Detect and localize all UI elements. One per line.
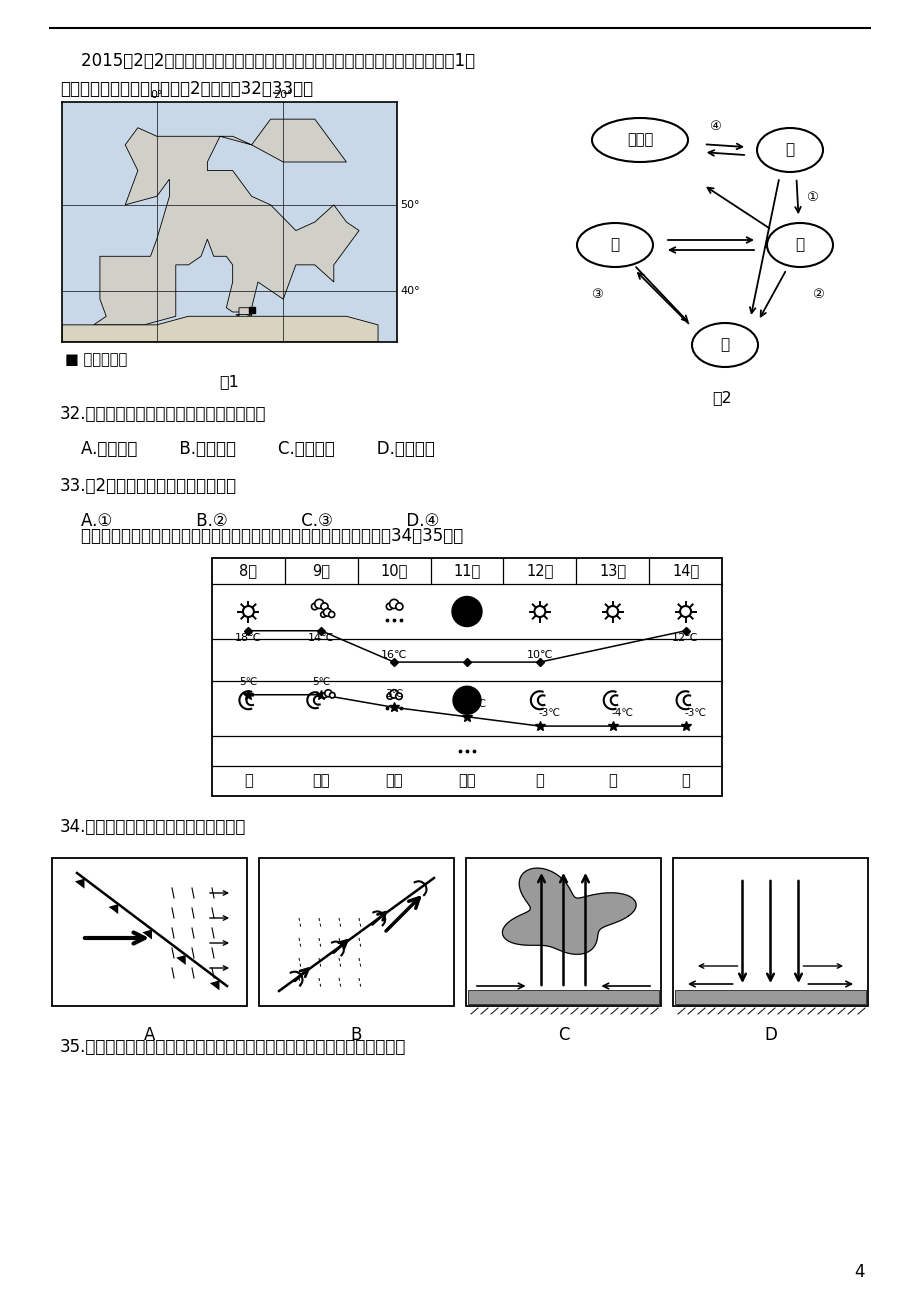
Polygon shape xyxy=(142,930,152,940)
Text: ■ 埃特纳火山: ■ 埃特纳火山 xyxy=(65,352,127,367)
Circle shape xyxy=(314,599,323,608)
Polygon shape xyxy=(235,308,255,316)
Text: 丙: 丙 xyxy=(720,338,729,352)
Polygon shape xyxy=(176,956,186,965)
Circle shape xyxy=(387,693,392,699)
Text: B: B xyxy=(350,1026,362,1044)
Bar xyxy=(259,858,453,1006)
Text: 35.下图是大气受热过程示意图，该地１１日昼夜温差最小，主要是因为当日: 35.下图是大气受热过程示意图，该地１１日昼夜温差最小，主要是因为当日 xyxy=(60,1037,406,1056)
Text: A.东北方向        B.西南方向        C.东南方向        D.西北方向: A.东北方向 B.西南方向 C.东南方向 D.西北方向 xyxy=(60,439,435,458)
Text: -4℃: -4℃ xyxy=(611,708,633,718)
Text: 50°: 50° xyxy=(400,200,419,209)
Bar xyxy=(211,558,721,796)
Text: 10日: 10日 xyxy=(380,563,407,578)
Text: 和岐石圈物质循环示意图（图2），完成32～33题。: 和岐石圈物质循环示意图（图2），完成32～33题。 xyxy=(60,81,312,98)
Text: 12日: 12日 xyxy=(526,563,553,578)
Text: -3℃: -3℃ xyxy=(539,708,561,718)
Text: 33.图2中，能表示火山活动过程的是: 33.图2中，能表示火山活动过程的是 xyxy=(60,477,237,495)
Circle shape xyxy=(452,686,481,714)
Circle shape xyxy=(321,603,328,610)
Text: D: D xyxy=(764,1026,776,1044)
Text: 3℃: 3℃ xyxy=(384,689,403,699)
Text: 晴: 晴 xyxy=(535,774,544,789)
Text: ④: ④ xyxy=(709,121,720,134)
Text: 16℃: 16℃ xyxy=(380,650,407,660)
Text: 34.影响该地一周天气变化的天气系统是: 34.影响该地一周天气变化的天气系统是 xyxy=(60,818,246,836)
Text: A: A xyxy=(143,1026,155,1044)
Circle shape xyxy=(451,597,482,627)
Text: 18℃: 18℃ xyxy=(235,633,262,642)
Polygon shape xyxy=(502,868,635,954)
Bar xyxy=(673,858,867,1006)
Text: 32.此次火山活动喷出的火山灰极有可能飘向: 32.此次火山活动喷出的火山灰极有可能飘向 xyxy=(60,406,267,423)
Text: 11日: 11日 xyxy=(453,563,480,578)
Text: 5℃: 5℃ xyxy=(312,677,330,686)
Text: 下图为我国某中学地理学习小组绘制的当地一周天气变化示意图。完成34～35题。: 下图为我国某中学地理学习小组绘制的当地一周天气变化示意图。完成34～35题。 xyxy=(60,526,463,545)
Text: ①: ① xyxy=(805,191,817,204)
Text: 5℃: 5℃ xyxy=(239,677,257,686)
Polygon shape xyxy=(210,980,220,991)
Text: 14℃: 14℃ xyxy=(308,633,335,642)
Text: 甲: 甲 xyxy=(785,143,794,157)
Text: A.①                B.②              C.③              D.④: A.① B.② C.③ D.④ xyxy=(60,512,439,530)
Circle shape xyxy=(312,603,318,610)
Text: C: C xyxy=(557,1026,569,1044)
Text: ②: ② xyxy=(811,289,823,302)
Bar xyxy=(52,858,246,1006)
Circle shape xyxy=(395,603,403,610)
Text: ③: ③ xyxy=(590,289,602,302)
Ellipse shape xyxy=(766,224,832,266)
Bar xyxy=(468,991,658,1004)
Text: 中雪: 中雪 xyxy=(458,774,475,789)
Text: 多云: 多云 xyxy=(312,774,330,789)
Circle shape xyxy=(321,612,326,618)
Text: 图2: 图2 xyxy=(711,390,732,406)
Circle shape xyxy=(329,693,335,698)
Ellipse shape xyxy=(591,118,687,162)
Text: 13日: 13日 xyxy=(598,563,626,578)
Ellipse shape xyxy=(756,127,823,172)
Text: 0°: 0° xyxy=(151,90,163,100)
Text: 晴: 晴 xyxy=(680,774,689,789)
Circle shape xyxy=(390,689,398,698)
Circle shape xyxy=(323,608,331,616)
Polygon shape xyxy=(74,879,85,889)
Polygon shape xyxy=(94,120,358,325)
Polygon shape xyxy=(108,903,119,914)
Text: 10℃: 10℃ xyxy=(526,650,552,660)
Text: 小雪: 小雪 xyxy=(385,774,403,789)
Text: 晴: 晴 xyxy=(607,774,617,789)
Text: 12℃: 12℃ xyxy=(672,633,698,642)
Text: 0℃: 0℃ xyxy=(468,699,485,709)
Text: 9日: 9日 xyxy=(312,563,330,578)
Circle shape xyxy=(395,693,402,699)
Circle shape xyxy=(389,599,398,608)
Circle shape xyxy=(386,603,392,610)
Circle shape xyxy=(324,690,332,697)
Circle shape xyxy=(322,693,327,698)
Circle shape xyxy=(328,611,335,618)
Ellipse shape xyxy=(691,322,757,367)
Bar xyxy=(466,858,660,1006)
Text: 2015年2月2日，意大利西西里岛埃特纳火山再次喷发。读世界局部区域图（图1）: 2015年2月2日，意大利西西里岛埃特纳火山再次喷发。读世界局部区域图（图1） xyxy=(60,52,474,70)
Text: -3℃: -3℃ xyxy=(684,708,706,718)
Bar xyxy=(675,991,865,1004)
Text: 沉积物: 沉积物 xyxy=(626,133,652,147)
Text: 8日: 8日 xyxy=(239,563,257,578)
Text: 丁: 丁 xyxy=(610,238,618,252)
Text: 晴: 晴 xyxy=(244,774,253,789)
Text: 4: 4 xyxy=(854,1264,864,1280)
Text: 20°: 20° xyxy=(273,90,293,100)
Polygon shape xyxy=(62,316,378,342)
Text: 乙: 乙 xyxy=(795,238,804,252)
Text: 14日: 14日 xyxy=(671,563,698,578)
Ellipse shape xyxy=(576,224,652,266)
Text: 40°: 40° xyxy=(400,286,419,295)
Text: 图1: 图1 xyxy=(219,374,239,389)
